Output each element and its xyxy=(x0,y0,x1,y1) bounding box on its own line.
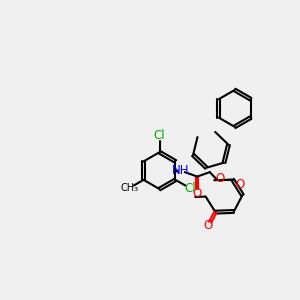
Text: CH₃: CH₃ xyxy=(120,183,138,193)
Text: Cl: Cl xyxy=(154,129,165,142)
Text: NH: NH xyxy=(172,164,189,177)
Text: O: O xyxy=(215,172,224,185)
Text: O: O xyxy=(204,219,213,232)
Text: O: O xyxy=(193,187,202,200)
Text: Cl: Cl xyxy=(184,182,196,195)
Text: O: O xyxy=(235,178,244,191)
